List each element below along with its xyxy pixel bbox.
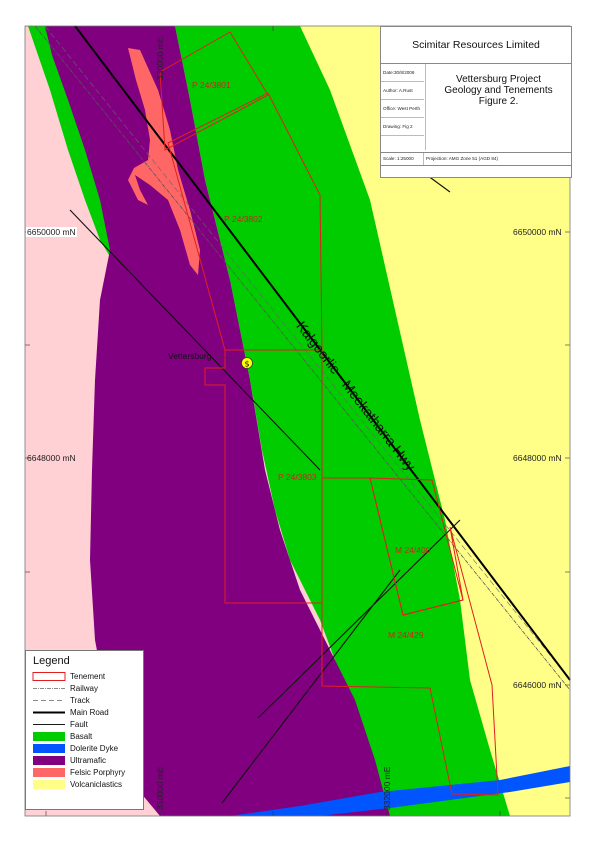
- basalt-swatch: [33, 732, 65, 741]
- meta-scale: Scale: 1:25000: [381, 153, 424, 165]
- scale-projection-row: Scale: 1:25000 Projection: AMG Zone 51 (A…: [381, 152, 571, 166]
- project-title: Vettersburg Project Geology and Tenement…: [425, 64, 571, 150]
- company-name: Scimitar Resources Limited: [381, 27, 571, 64]
- felsic-swatch: [33, 768, 65, 777]
- title-block: Scimitar Resources Limited Date:30/8/200…: [380, 26, 572, 178]
- basalt-lens: [250, 380, 305, 580]
- legend-label: Tenement: [70, 672, 106, 681]
- legend: Legend Tenement Railway Track Main Road …: [25, 650, 144, 810]
- track-symbol: [33, 700, 65, 701]
- legend-label: Main Road: [70, 708, 109, 717]
- grid-label-332000-bottom: 332000 mE: [382, 766, 392, 810]
- meta-projection: Projection: AMG Zone 51 (AGD 84): [426, 156, 498, 161]
- track-line: [44, 25, 571, 681]
- main-road-symbol: [33, 711, 65, 714]
- meta-office: Office: West Perth: [381, 100, 424, 118]
- tenement-p3801: [159, 31, 269, 151]
- legend-label: Ultramafic: [70, 756, 107, 765]
- basalt-unit: [175, 26, 510, 816]
- basalt-west-strip: [28, 26, 115, 265]
- felsic-porphyry: [128, 48, 200, 275]
- grid-label-6650000-left: 6650000 mN: [26, 227, 77, 237]
- legend-label: Fault: [70, 720, 88, 729]
- legend-item-ultramafic: Ultramafic: [32, 755, 142, 766]
- ultramafic-swatch: [33, 756, 65, 765]
- meta-date: Date:30/8/2006: [381, 64, 424, 82]
- legend-item-main-road: Main Road: [32, 707, 142, 718]
- tenement-label-p3801: P 24/3801: [192, 80, 231, 90]
- grid-label-330000-top: 330000 mE: [155, 36, 165, 80]
- meta-column: Date:30/8/2006 Author: A.Rust Office: We…: [381, 64, 424, 136]
- grid-label-6646000-right: 6646000 mN: [513, 680, 562, 690]
- legend-label: Railway: [70, 684, 99, 693]
- tenement-label-p3802: P 24/3802: [224, 214, 263, 224]
- vettersburg-symbol: $: [214, 355, 253, 369]
- grid-label-6650000-right: 6650000 mN: [513, 227, 562, 237]
- tenement-m429: [321, 477, 499, 796]
- legend-item-fault: Fault: [32, 719, 142, 730]
- legend-label: Track: [70, 696, 90, 705]
- grid-label-6648000-left: 6648000 mN: [27, 453, 76, 463]
- faults: [69, 169, 461, 804]
- tenement-p3803: [204, 349, 323, 604]
- tenement-label-m400: M 24/400: [395, 545, 431, 555]
- legend-item-tenement: Tenement: [32, 671, 142, 682]
- legend-item-basalt: Basalt: [32, 731, 142, 742]
- railway-line: [34, 25, 571, 691]
- grid-label-6648000-right: 6648000 mN: [513, 453, 562, 463]
- map-frame: [24, 25, 571, 817]
- fault-symbol: [33, 723, 65, 726]
- svg-text:$: $: [244, 360, 249, 369]
- place-label-vettersburg: Vettersburg: [168, 351, 212, 361]
- dolerite-dyke: [230, 766, 570, 816]
- tenement-label-m429: M 24/429: [388, 630, 424, 640]
- legend-label: Dolerite Dyke: [70, 744, 119, 753]
- dolerite-swatch: [33, 744, 65, 753]
- meta-author: Author: A.Rust: [381, 82, 424, 100]
- legend-title: Legend: [33, 655, 70, 667]
- legend-label: Basalt: [70, 732, 93, 741]
- meta-drawing: Drawing: Fig 2: [381, 118, 424, 136]
- legend-item-dolerite: Dolerite Dyke: [32, 743, 142, 754]
- tenements: [159, 31, 499, 796]
- tenement-label-p3803: P 24/3803: [278, 472, 317, 482]
- project-line-3: Figure 2.: [478, 96, 519, 107]
- grid-label-330000-bottom: 330000 mE: [155, 766, 165, 810]
- legend-label: Felsic Porphyry: [70, 768, 126, 777]
- legend-label: Volcaniclastics: [70, 780, 123, 789]
- project-line-2: Geology and Tenements: [444, 85, 553, 96]
- railway-symbol: [33, 688, 65, 689]
- legend-item-railway: Railway: [32, 683, 142, 694]
- project-line-1: Vettersburg Project: [455, 74, 542, 85]
- tenement-symbol: [32, 672, 66, 681]
- legend-item-felsic: Felsic Porphyry: [32, 767, 142, 778]
- legend-item-track: Track: [32, 695, 142, 706]
- volcaniclastics-swatch: [33, 780, 65, 789]
- ultramafic-unit: [45, 26, 390, 816]
- legend-item-volcaniclastics: Volcaniclastics: [32, 779, 142, 790]
